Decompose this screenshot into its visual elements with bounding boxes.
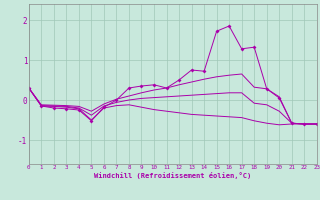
X-axis label: Windchill (Refroidissement éolien,°C): Windchill (Refroidissement éolien,°C)	[94, 172, 252, 179]
